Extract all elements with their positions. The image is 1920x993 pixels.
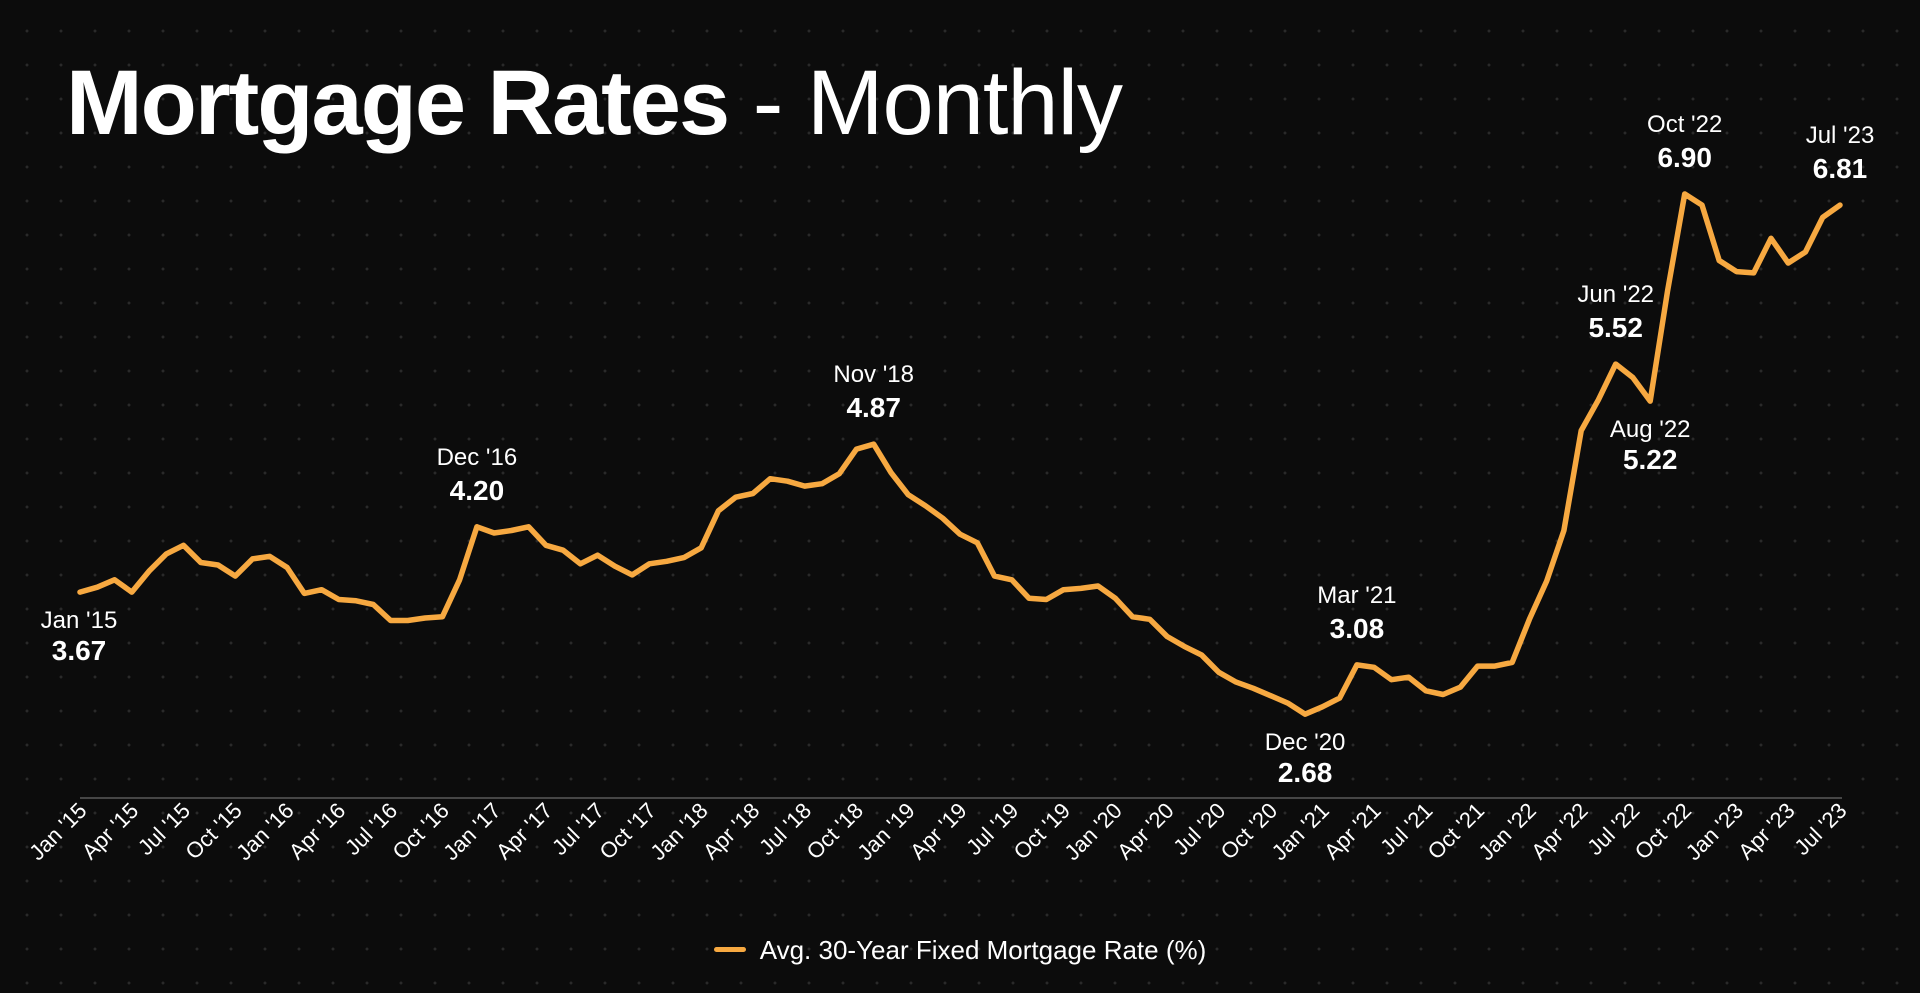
annotation-date: Dec '20 bbox=[1265, 729, 1346, 756]
x-tick-label: Apr '22 bbox=[1526, 798, 1592, 864]
x-tick-label: Jan '17 bbox=[438, 798, 505, 865]
chart-title: Mortgage Rates - Monthly bbox=[66, 48, 1123, 158]
x-tick-label: Apr '18 bbox=[698, 798, 764, 864]
x-tick-label: Jan '23 bbox=[1681, 798, 1748, 865]
x-tick-label: Apr '21 bbox=[1319, 798, 1385, 864]
x-tick-label: Apr '20 bbox=[1112, 798, 1178, 864]
x-tick-label: Apr '15 bbox=[77, 798, 143, 864]
annotation-date: Jul '23 bbox=[1806, 122, 1875, 149]
x-tick-label: Apr '23 bbox=[1733, 798, 1799, 864]
annotation-value: 6.90 bbox=[1657, 142, 1712, 173]
annotation-date: Nov '18 bbox=[833, 361, 914, 388]
annotation-date: Oct '22 bbox=[1647, 111, 1722, 138]
annotation-date: Aug '22 bbox=[1610, 416, 1691, 443]
series-line bbox=[77, 191, 1843, 717]
x-tick-label: Jul '23 bbox=[1789, 798, 1851, 860]
title-main: Mortgage Rates bbox=[66, 52, 730, 154]
x-tick-label: Jan '19 bbox=[852, 798, 919, 865]
x-tick-label: Jan '16 bbox=[231, 798, 298, 865]
data-annotations: Jan '153.67 Dec '16 4.20 Nov '18 4.87 Dec '20… bbox=[41, 111, 1875, 788]
annotation-value: 4.20 bbox=[450, 475, 505, 506]
annotation-value: 4.87 bbox=[846, 392, 901, 423]
annotation-value: 5.22 bbox=[1623, 444, 1678, 475]
x-tick-label: Jan '22 bbox=[1474, 798, 1541, 865]
annotation-value: 6.81 bbox=[1813, 153, 1868, 184]
chart-legend: Avg. 30-Year Fixed Mortgage Rate (%) bbox=[0, 935, 1920, 966]
annotation-date: Dec '16 bbox=[437, 444, 518, 471]
x-tick-label: Jan '15 bbox=[24, 798, 91, 865]
x-tick-label: Jan '21 bbox=[1267, 798, 1334, 865]
annotation-value: 3.67 bbox=[52, 635, 107, 666]
annotation-date: Jan '15 bbox=[41, 607, 118, 634]
annotation-value: 3.08 bbox=[1330, 613, 1385, 644]
title-separator: - bbox=[728, 52, 807, 154]
x-tick-label: Apr '16 bbox=[284, 798, 350, 864]
legend-swatch bbox=[713, 946, 746, 952]
title-subtitle: Monthly bbox=[806, 52, 1123, 154]
x-tick-label: Apr '17 bbox=[491, 798, 557, 864]
annotation-date: Jun '22 bbox=[1577, 281, 1654, 308]
x-tick-label: Apr '19 bbox=[905, 798, 971, 864]
annotation-date: Mar '21 bbox=[1317, 582, 1396, 609]
annotation-value: 2.68 bbox=[1278, 757, 1333, 788]
x-tick-label: Jan '18 bbox=[645, 798, 712, 865]
x-tick-label: Jan '20 bbox=[1059, 798, 1126, 865]
annotation-value: 5.52 bbox=[1588, 312, 1643, 343]
legend-label: Avg. 30-Year Fixed Mortgage Rate (%) bbox=[759, 935, 1207, 965]
